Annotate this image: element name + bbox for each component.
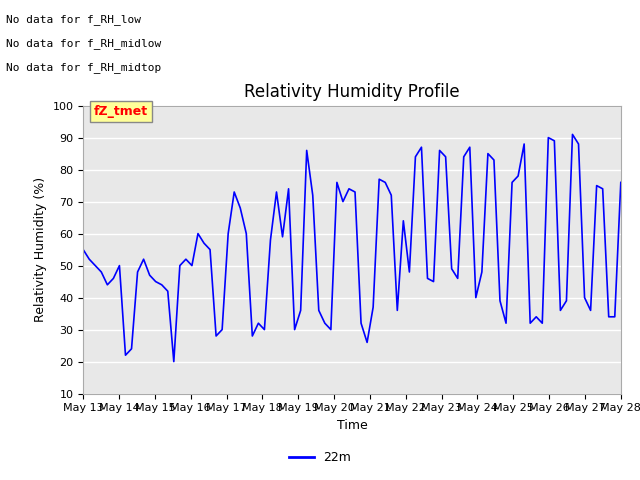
Title: Relativity Humidity Profile: Relativity Humidity Profile <box>244 83 460 101</box>
Text: No data for f_RH_low: No data for f_RH_low <box>6 14 141 25</box>
Text: fZ_tmet: fZ_tmet <box>94 105 148 118</box>
Text: No data for f_RH_midlow: No data for f_RH_midlow <box>6 38 162 49</box>
Text: No data for f_RH_midtop: No data for f_RH_midtop <box>6 62 162 73</box>
Y-axis label: Relativity Humidity (%): Relativity Humidity (%) <box>34 177 47 322</box>
X-axis label: Time: Time <box>337 419 367 432</box>
Legend: 22m: 22m <box>284 446 356 469</box>
